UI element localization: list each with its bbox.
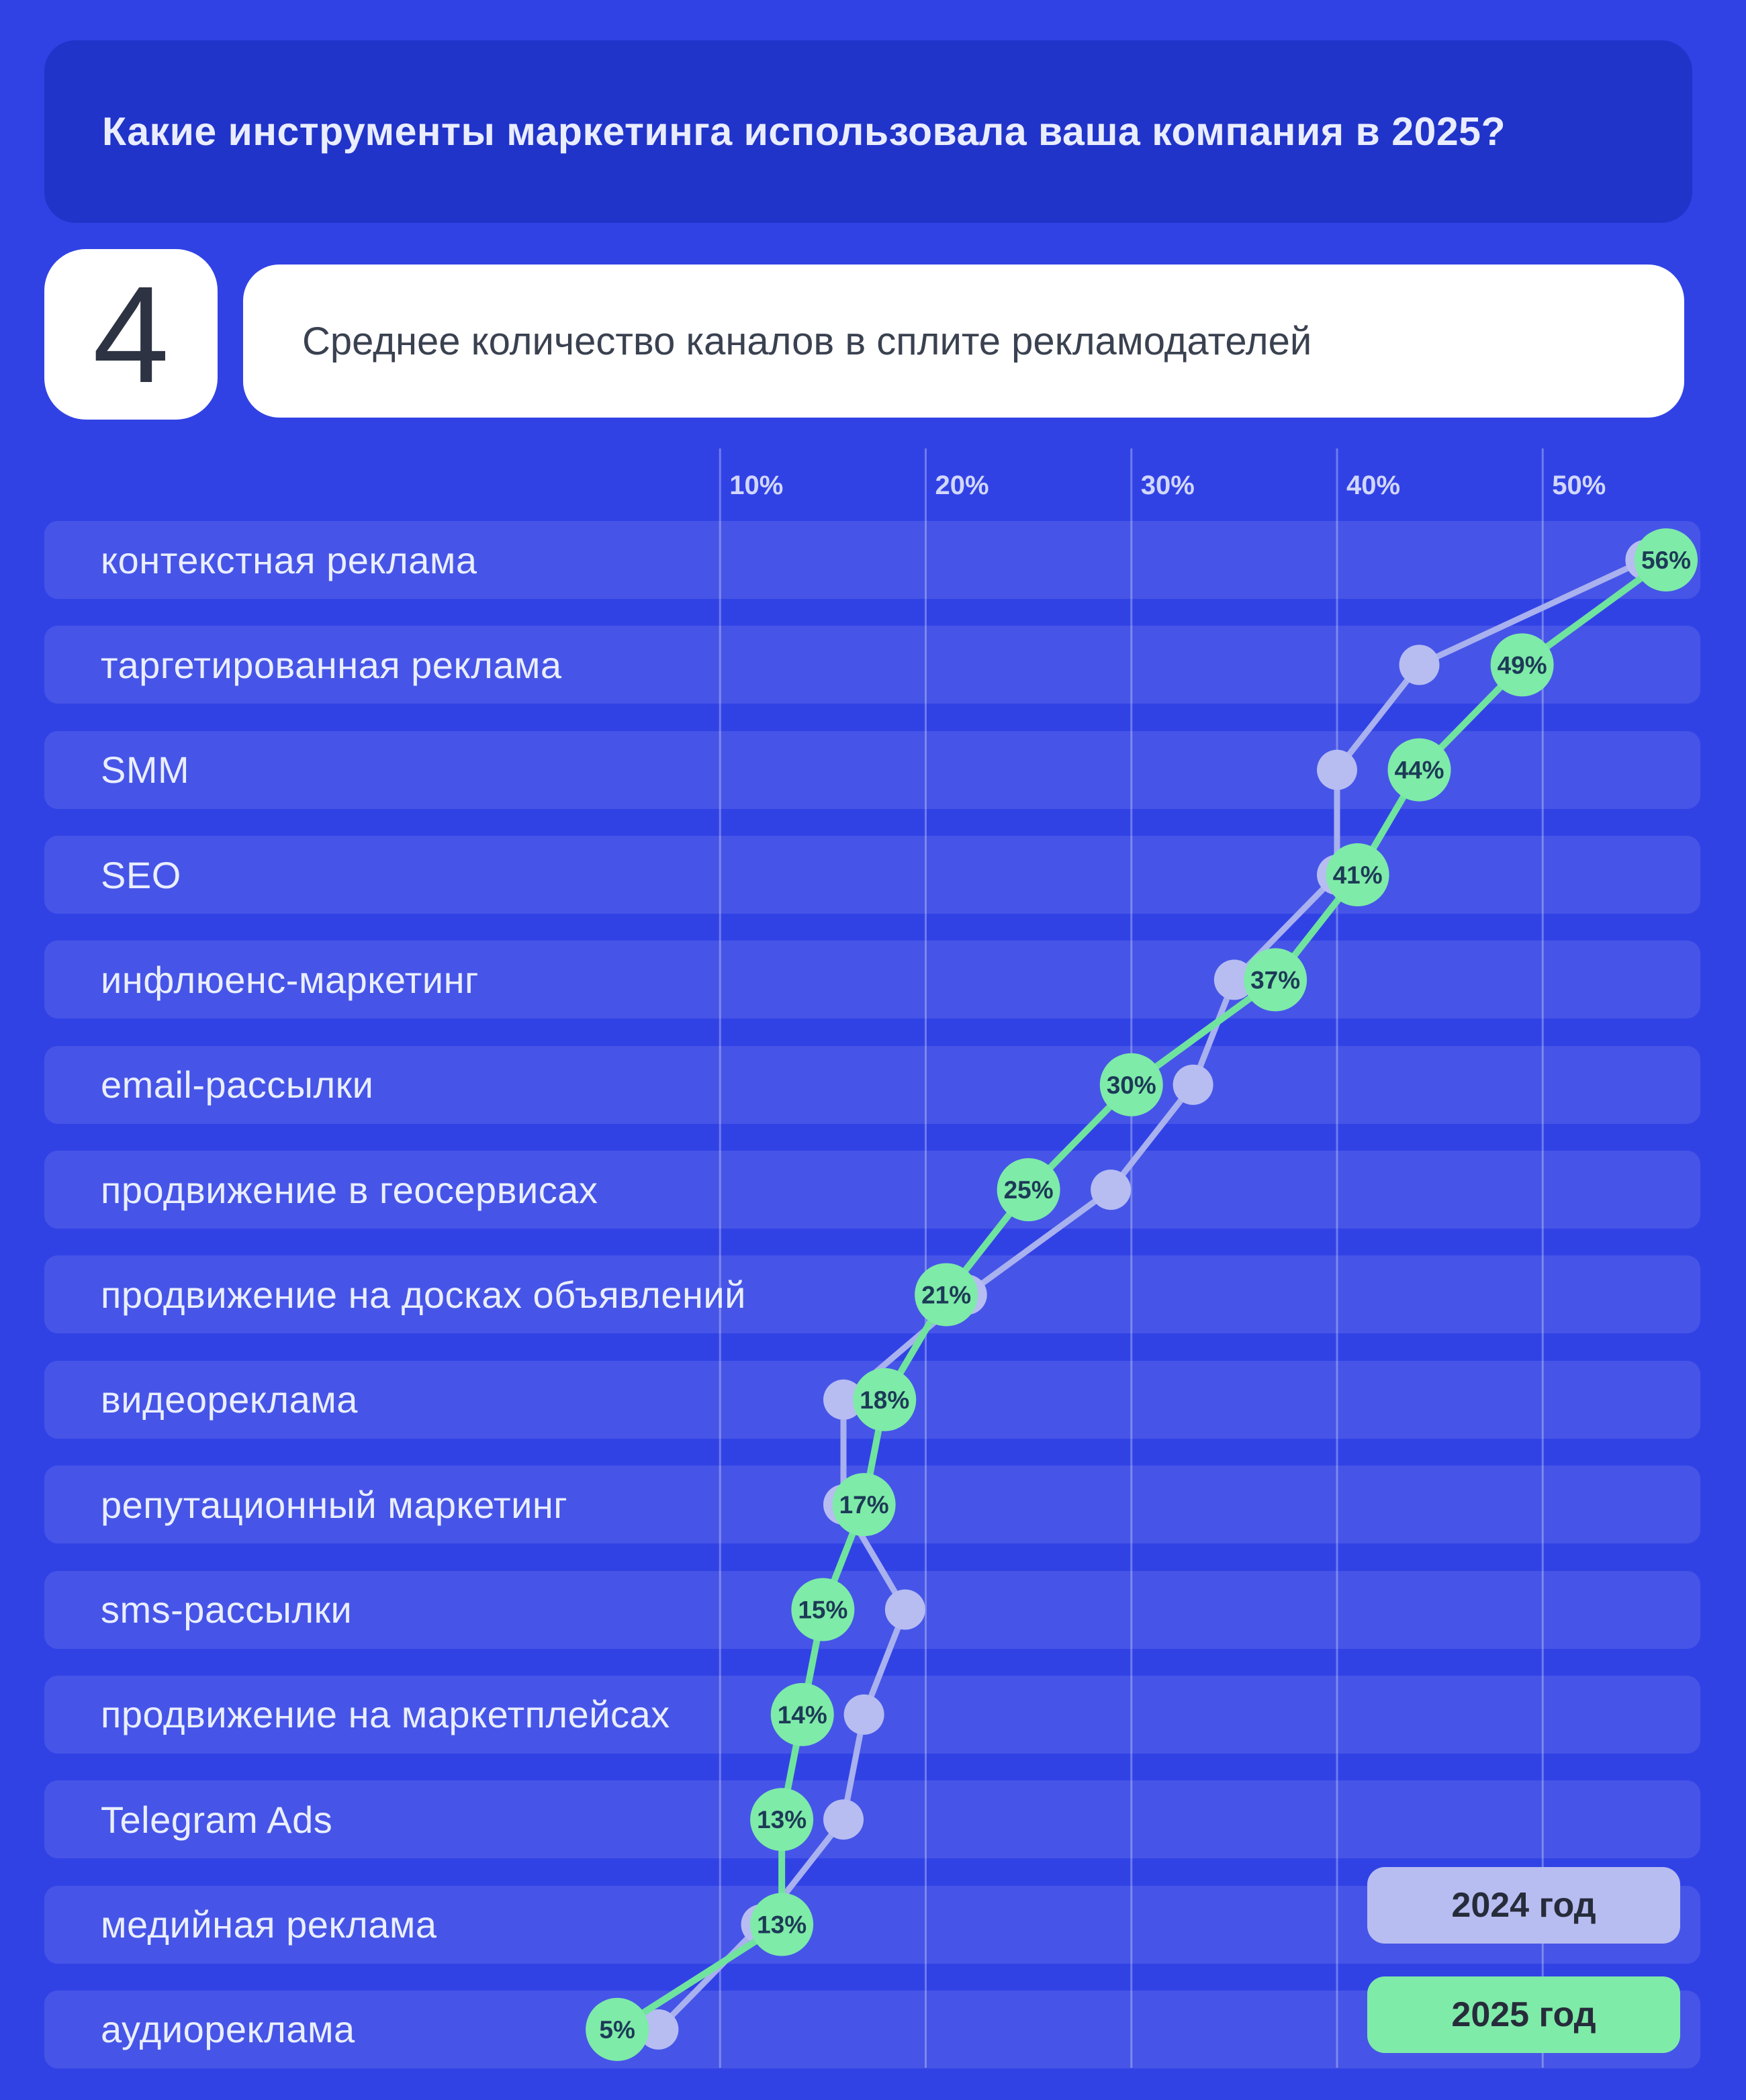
- category-label: контекстная реклама: [101, 538, 477, 581]
- category-row-bar: SMM: [44, 730, 1700, 809]
- category-label: продвижение на маркетплейсах: [101, 1693, 670, 1736]
- category-row-bar: продвижение на досках объявлений: [44, 1255, 1700, 1334]
- category-label: видеореклама: [101, 1378, 358, 1421]
- legend-item-2024: 2024 год: [1367, 1867, 1680, 1944]
- category-row-bar: email-рассылки: [44, 1045, 1700, 1124]
- category-label: SEO: [101, 853, 181, 896]
- stat-number: 4: [92, 257, 169, 412]
- category-label: репутационный маркетинг: [101, 1483, 568, 1526]
- category-row-bar: SEO: [44, 836, 1700, 914]
- legend-item-2025: 2025 год: [1367, 1976, 1680, 2053]
- legend-label-2025: 2025 год: [1451, 1995, 1596, 2034]
- stat-caption: Среднее количество каналов в сплите рекл…: [302, 319, 1312, 363]
- category-row-bar: продвижение в геосервисах: [44, 1151, 1700, 1229]
- category-row-bar: таргетированная реклама: [44, 626, 1700, 704]
- question-banner: Какие инструменты маркетинга использовал…: [44, 40, 1692, 223]
- legend-label-2024: 2024 год: [1451, 1886, 1596, 1925]
- category-label: email-рассылки: [101, 1063, 374, 1106]
- category-row-bar: Telegram Ads: [44, 1780, 1700, 1859]
- category-row-bar: репутационный маркетинг: [44, 1466, 1700, 1544]
- category-label: инфлюенс-маркетинг: [101, 958, 479, 1001]
- category-row-bar: инфлюенс-маркетинг: [44, 941, 1700, 1019]
- stat-caption-box: Среднее количество каналов в сплите рекл…: [243, 265, 1684, 418]
- category-row-bar: sms-рассылки: [44, 1570, 1700, 1649]
- stat-number-box: 4: [44, 249, 218, 420]
- question-text: Какие инструменты маркетинга использовал…: [102, 109, 1506, 154]
- category-label: продвижение на досках объявлений: [101, 1273, 746, 1316]
- x-axis-tick-label: 50%: [1552, 471, 1606, 500]
- category-row-bar: продвижение на маркетплейсах: [44, 1675, 1700, 1754]
- category-label: таргетированная реклама: [101, 643, 562, 686]
- category-label: аудиореклама: [101, 2008, 355, 2051]
- x-axis-tick-label: 40%: [1346, 471, 1401, 500]
- x-axis-tick-label: 30%: [1140, 471, 1195, 500]
- category-label: SMM: [101, 749, 190, 792]
- x-axis-tick-label: 10%: [729, 471, 784, 500]
- category-label: продвижение в геосервисах: [101, 1168, 598, 1211]
- category-label: медийная реклама: [101, 1903, 437, 1946]
- category-label: Telegram Ads: [101, 1798, 333, 1841]
- category-row-bar: контекстная реклама: [44, 521, 1700, 599]
- category-row-bar: видеореклама: [44, 1360, 1700, 1439]
- category-label: sms-рассылки: [101, 1588, 353, 1631]
- x-axis-tick-label: 20%: [935, 471, 989, 500]
